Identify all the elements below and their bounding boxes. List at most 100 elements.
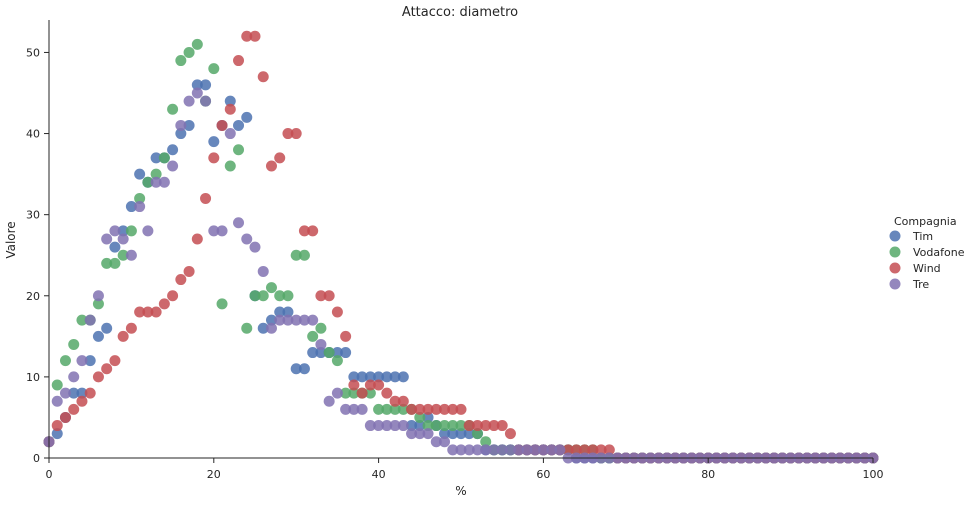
point-tre bbox=[356, 403, 368, 415]
point-wind bbox=[562, 444, 574, 456]
point-tim bbox=[76, 387, 88, 399]
x-ticks: 0 20 40 60 80 100 bbox=[46, 458, 884, 481]
point-tre bbox=[554, 444, 566, 456]
point-tim bbox=[298, 363, 310, 375]
point-vodafone bbox=[175, 55, 187, 67]
point-wind bbox=[414, 403, 426, 415]
x-tick-label: 60 bbox=[536, 468, 550, 481]
point-tim bbox=[134, 168, 146, 180]
point-wind bbox=[150, 306, 162, 318]
point-wind bbox=[406, 403, 418, 415]
point-tre bbox=[488, 444, 500, 456]
point-wind bbox=[191, 233, 203, 245]
point-tre bbox=[537, 444, 549, 456]
point-wind bbox=[249, 30, 261, 42]
point-vodafone bbox=[257, 290, 269, 302]
point-tre bbox=[216, 225, 228, 237]
point-vodafone bbox=[265, 282, 277, 294]
point-vodafone bbox=[68, 338, 80, 350]
point-tim bbox=[265, 314, 277, 326]
point-wind bbox=[101, 363, 113, 375]
point-vodafone bbox=[142, 176, 154, 188]
point-tim bbox=[406, 420, 418, 432]
y-tick-label: 20 bbox=[26, 290, 40, 303]
point-tim bbox=[109, 241, 121, 253]
point-vodafone bbox=[422, 420, 434, 432]
points-layer bbox=[43, 30, 879, 464]
point-tim bbox=[117, 225, 129, 237]
point-vodafone bbox=[480, 436, 492, 448]
point-tre bbox=[92, 290, 104, 302]
point-tre bbox=[389, 420, 401, 432]
point-tim bbox=[364, 371, 376, 383]
point-tre bbox=[373, 420, 385, 432]
point-vodafone bbox=[282, 290, 294, 302]
point-tre bbox=[430, 436, 442, 448]
point-vodafone bbox=[340, 387, 352, 399]
point-wind bbox=[51, 420, 63, 432]
point-vodafone bbox=[331, 355, 343, 367]
chart-title: Attacco: diametro bbox=[402, 5, 518, 20]
point-tre bbox=[274, 314, 286, 326]
point-vodafone bbox=[117, 249, 129, 261]
point-wind bbox=[233, 55, 245, 67]
point-vodafone bbox=[191, 38, 203, 50]
point-tre bbox=[546, 444, 558, 456]
point-vodafone bbox=[364, 387, 376, 399]
point-wind bbox=[158, 298, 170, 310]
point-tre bbox=[513, 444, 525, 456]
legend-marker-tre bbox=[889, 278, 901, 290]
point-tim bbox=[241, 111, 253, 123]
point-tim bbox=[183, 119, 195, 131]
point-tre bbox=[125, 249, 137, 261]
point-tim bbox=[340, 347, 352, 359]
series-wind bbox=[43, 30, 879, 464]
point-wind bbox=[183, 265, 195, 277]
point-tim bbox=[331, 347, 343, 359]
point-tre bbox=[150, 176, 162, 188]
point-wind bbox=[142, 306, 154, 318]
point-tre bbox=[463, 444, 475, 456]
point-vodafone bbox=[430, 420, 442, 432]
point-tre bbox=[265, 322, 277, 334]
point-wind bbox=[175, 274, 187, 286]
point-wind bbox=[323, 290, 335, 302]
point-tre bbox=[84, 314, 96, 326]
legend-title: Compagnia bbox=[894, 215, 957, 228]
point-tre bbox=[68, 371, 80, 383]
point-vodafone bbox=[348, 387, 360, 399]
y-ticks: 0 10 20 30 40 50 bbox=[26, 46, 49, 465]
point-vodafone bbox=[389, 403, 401, 415]
point-tre bbox=[224, 128, 236, 140]
point-vodafone bbox=[158, 152, 170, 164]
point-vodafone bbox=[125, 225, 137, 237]
point-tim bbox=[84, 355, 96, 367]
point-tre bbox=[208, 225, 220, 237]
point-tim bbox=[274, 306, 286, 318]
point-tim bbox=[381, 371, 393, 383]
point-tre bbox=[59, 387, 71, 399]
point-vodafone bbox=[439, 420, 451, 432]
point-vodafone bbox=[92, 298, 104, 310]
point-vodafone bbox=[373, 403, 385, 415]
point-tim bbox=[290, 363, 302, 375]
point-tim bbox=[257, 322, 269, 334]
point-tim bbox=[175, 128, 187, 140]
point-vodafone bbox=[101, 257, 113, 269]
point-tre bbox=[142, 225, 154, 237]
point-tre bbox=[233, 217, 245, 229]
legend: Compagnia Tim Vodafone Wind Tre bbox=[889, 215, 965, 291]
point-vodafone bbox=[323, 347, 335, 359]
point-wind bbox=[480, 420, 492, 432]
point-tim bbox=[422, 411, 434, 423]
point-vodafone bbox=[216, 298, 228, 310]
point-tre bbox=[167, 160, 179, 172]
point-tre bbox=[364, 420, 376, 432]
point-wind bbox=[117, 330, 129, 342]
legend-label-vodafone: Vodafone bbox=[913, 246, 965, 259]
point-tre bbox=[175, 119, 187, 131]
point-vodafone bbox=[109, 257, 121, 269]
point-wind bbox=[381, 387, 393, 399]
point-tre bbox=[529, 444, 541, 456]
point-wind bbox=[397, 395, 409, 407]
